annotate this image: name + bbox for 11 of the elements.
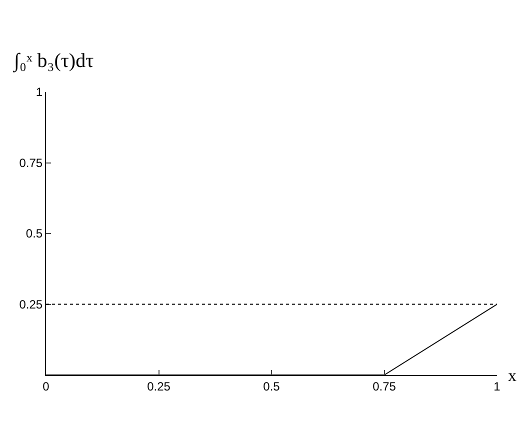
y-tick-label: 1 xyxy=(36,85,43,100)
x-tick-label: 1 xyxy=(494,379,501,394)
y-tick-label: 0.75 xyxy=(19,156,43,170)
y-tick-label: 0.5 xyxy=(26,226,43,241)
x-tick-label: 0.5 xyxy=(263,379,280,394)
x-tick-label: 0.25 xyxy=(147,379,171,394)
x-tick-label: 0.75 xyxy=(372,379,396,394)
x-axis-title: x xyxy=(508,366,517,385)
y-tick-label: 0.25 xyxy=(19,297,43,312)
y-axis-title: ∫₀ˣ b₃(τ)dτ xyxy=(12,50,94,73)
x-tick-label: 0 xyxy=(42,379,50,394)
